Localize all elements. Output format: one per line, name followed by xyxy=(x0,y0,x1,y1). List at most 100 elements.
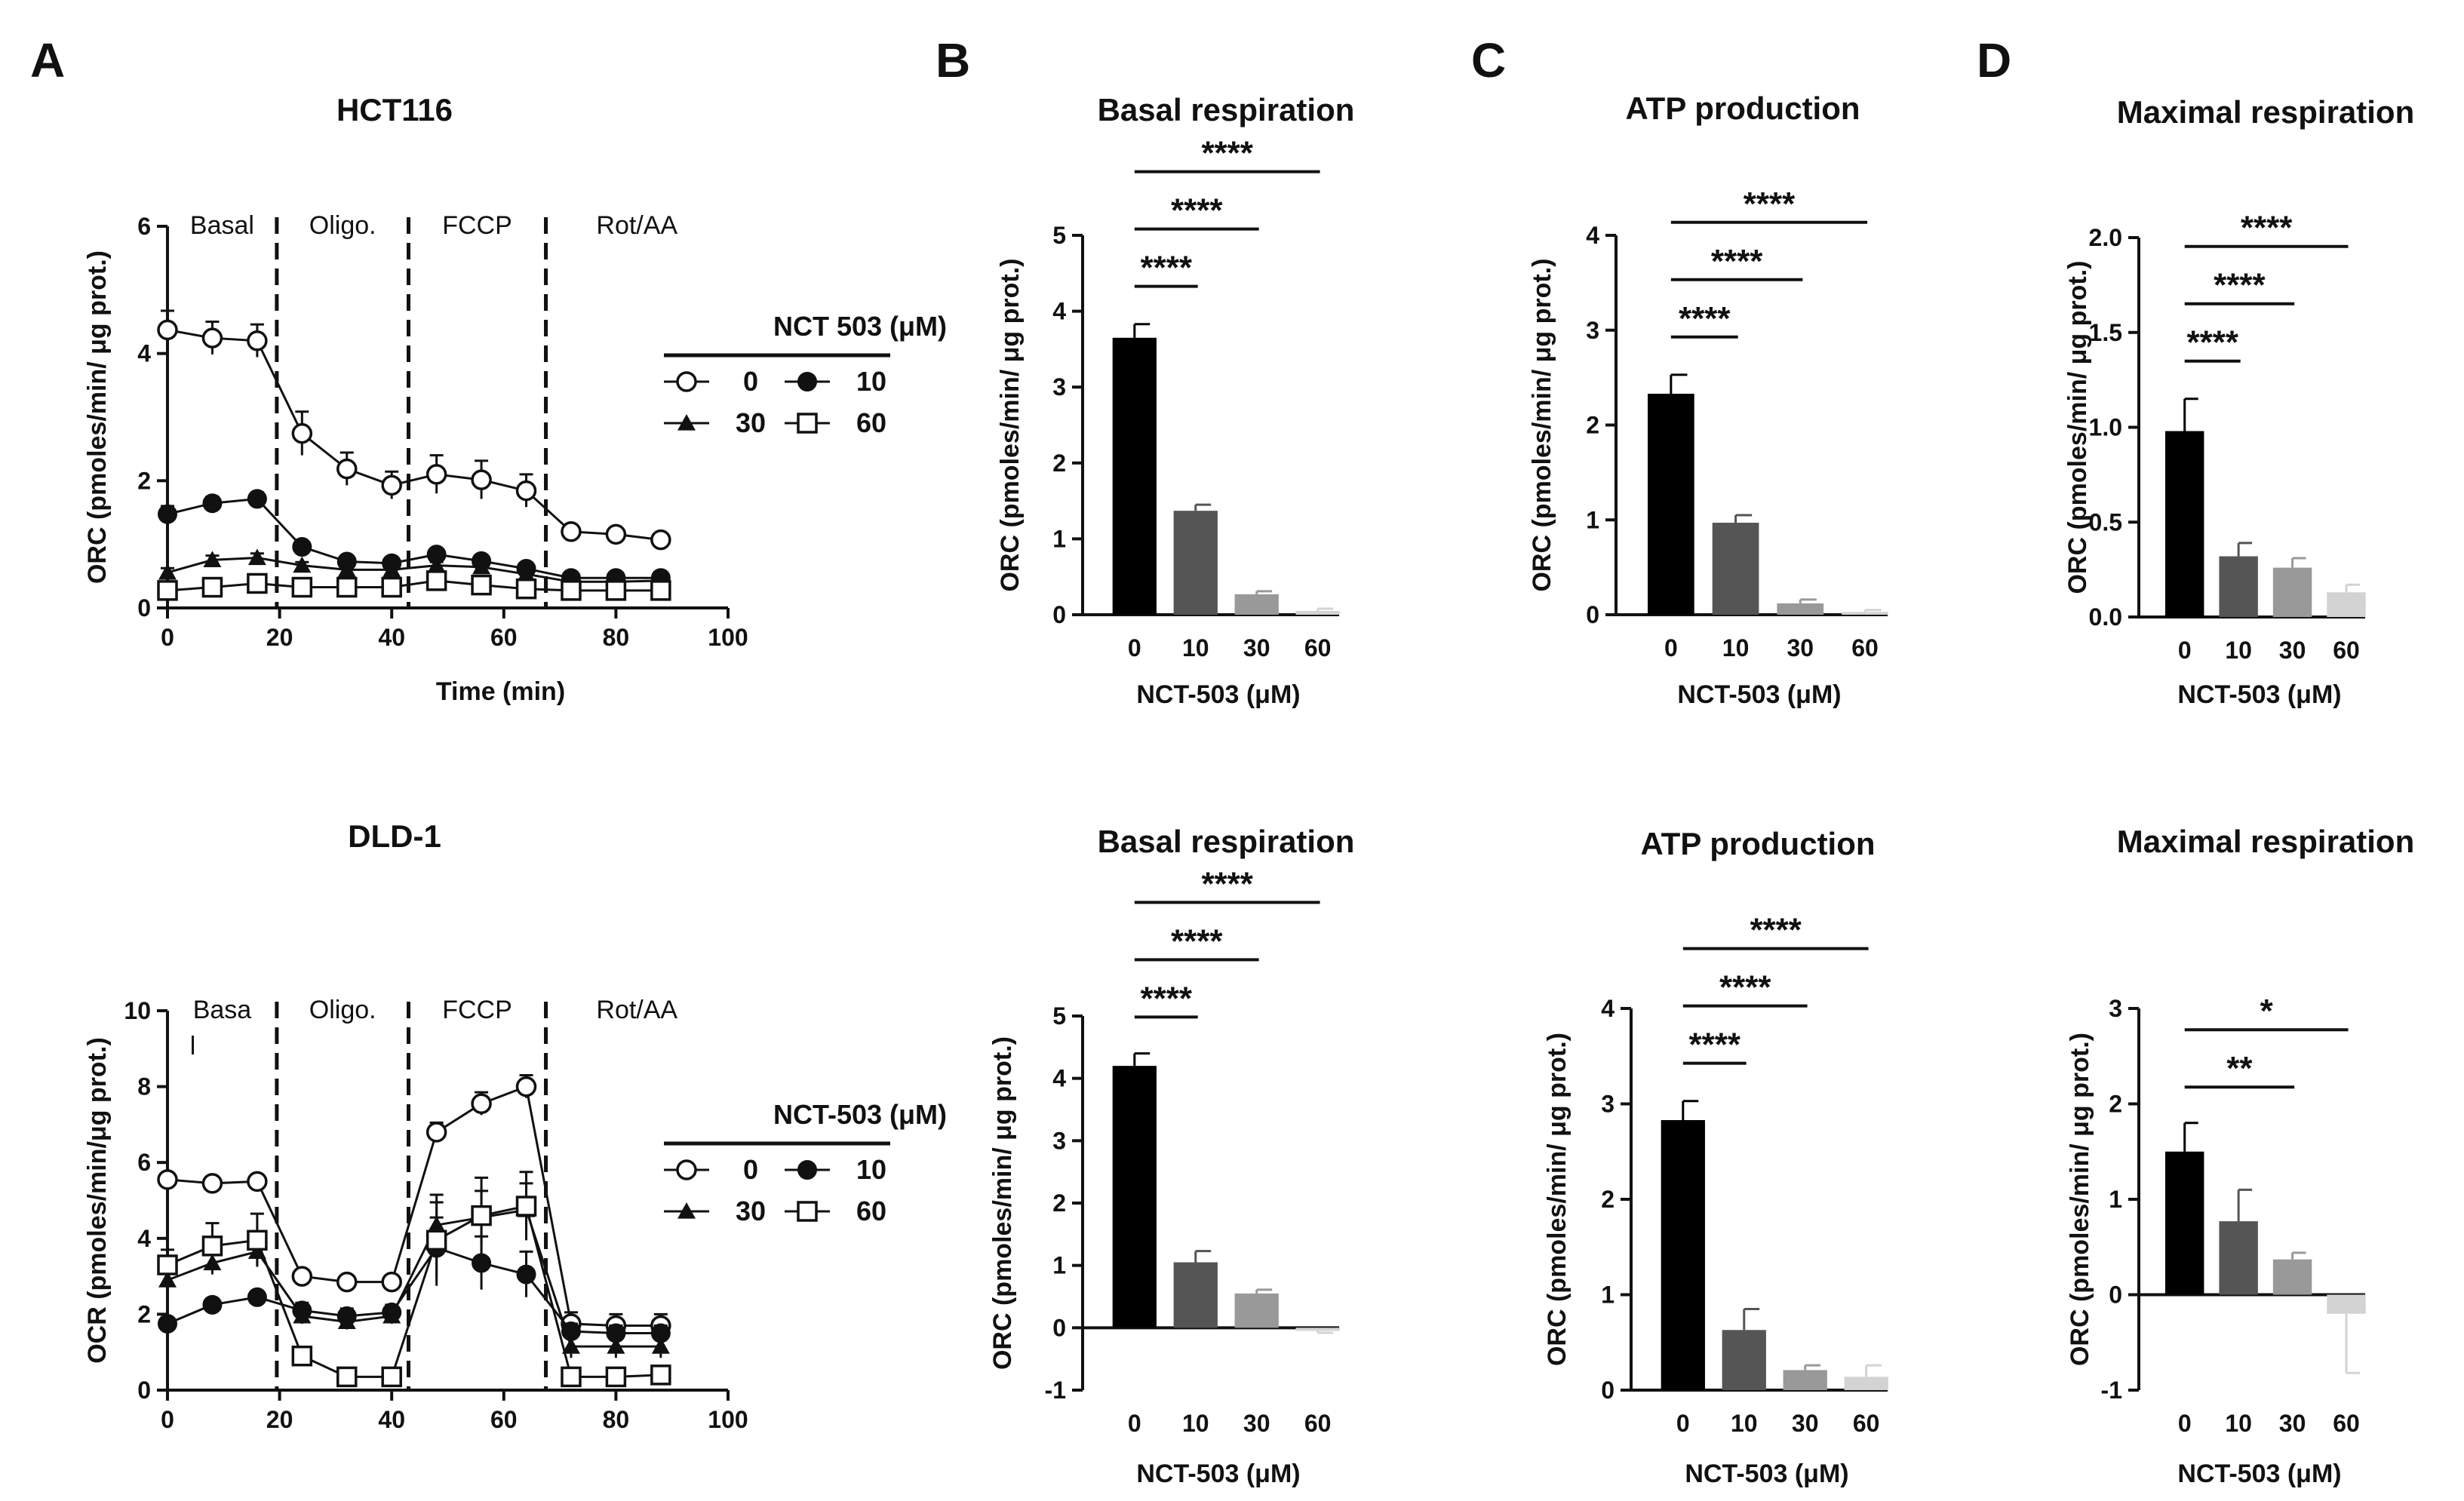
x-tick-label: 0 xyxy=(1676,1410,1690,1437)
legend-title: NCT 503 (μM) xyxy=(773,311,947,342)
line-chart-a2: DLD-1 0 2 4 6 8 10 OCR (pmoles/min/μg prot.) 0 20… xyxy=(83,818,947,1433)
legend-label: 30 xyxy=(736,1196,766,1226)
bar-chart-c2: ATP production 0 1 2 3 4 ORC (pmoles/min/ μg p… xyxy=(1543,826,1888,1488)
series-line xyxy=(167,1085,661,1327)
legend-label: 0 xyxy=(743,366,758,397)
y-axis-label: ORC (pmoles/min/ μg prot.) xyxy=(1543,1033,1571,1366)
bar xyxy=(2219,1221,2258,1295)
y-tick-label: 1 xyxy=(1586,506,1599,533)
marker-square-open xyxy=(650,1364,671,1386)
x-tick-label: 60 xyxy=(490,624,518,651)
marker-triangle-filled xyxy=(337,1312,356,1330)
marker-circle-open xyxy=(291,1266,313,1287)
marker-square-open xyxy=(471,574,492,596)
y-tick-label: 6 xyxy=(137,1149,151,1176)
bar xyxy=(1234,1293,1279,1328)
marker-circle-filled xyxy=(158,1313,177,1334)
significance-label: **** xyxy=(1201,865,1253,902)
significance-label: **** xyxy=(1140,980,1192,1017)
y-tick-label: 4 xyxy=(137,1225,151,1252)
y-tick-label: 0 xyxy=(1052,601,1066,628)
x-tick-label: 40 xyxy=(378,1406,405,1433)
marker-triangle-filled xyxy=(337,560,356,577)
marker-triangle-filled xyxy=(383,1306,401,1324)
y-tick-label: 0 xyxy=(137,594,151,622)
y-tick-label: 8 xyxy=(137,1073,151,1100)
marker-square-open xyxy=(471,1205,492,1226)
y-tick-label: 2 xyxy=(137,467,151,494)
chart-title: ATP production xyxy=(1640,826,1875,861)
y-tick-label: 2 xyxy=(137,1300,151,1328)
significance-label: **** xyxy=(1711,243,1763,280)
significance-label: **** xyxy=(2214,267,2266,304)
x-axis-label: Time (min) xyxy=(436,677,565,706)
marker-circle-open xyxy=(650,529,671,551)
marker-square-open xyxy=(201,576,223,598)
y-tick-label: -1 xyxy=(1045,1377,1066,1404)
significance-label: **** xyxy=(1171,192,1223,229)
x-tick-label: 10 xyxy=(1731,1410,1758,1437)
bar xyxy=(2165,1151,2204,1295)
y-tick-label: 5 xyxy=(1052,222,1066,249)
marker-square-open xyxy=(291,576,313,598)
significance-label: **** xyxy=(1140,250,1192,287)
chart-title: HCT116 xyxy=(336,92,453,127)
series-line xyxy=(167,1208,661,1348)
panel-letter-c: C xyxy=(1471,33,1506,87)
bar xyxy=(1295,610,1340,615)
y-tick-label: 3 xyxy=(1601,1091,1615,1118)
chart-title: Basal respiration xyxy=(1098,92,1355,127)
x-tick-label: 0 xyxy=(161,624,174,651)
marker-triangle-filled xyxy=(677,1202,696,1219)
y-tick-label: 10 xyxy=(124,997,151,1024)
marker-circle-filled xyxy=(472,1253,492,1273)
y-tick-label: 1 xyxy=(1052,525,1066,552)
y-tick-label: 0 xyxy=(1586,601,1599,628)
legend-title: NCT-503 (μM) xyxy=(773,1099,947,1130)
x-tick-label: 0 xyxy=(1664,634,1678,661)
x-tick-label: 20 xyxy=(266,624,293,651)
y-tick-label: -1 xyxy=(2101,1377,2122,1404)
marker-circle-filled xyxy=(202,493,223,514)
y-tick-label: 4 xyxy=(1601,995,1615,1022)
marker-circle-open xyxy=(605,523,627,545)
marker-triangle-filled xyxy=(561,1337,580,1354)
y-tick-label: 1.0 xyxy=(2089,414,2122,441)
y-tick-label: 6 xyxy=(137,213,151,240)
y-axis-label: ORC (pmoles/min/ μg prot.) xyxy=(2066,1033,2094,1366)
y-tick-label: 2 xyxy=(1052,450,1066,477)
marker-circle-open xyxy=(201,1173,223,1194)
y-tick-label: 3 xyxy=(1052,373,1066,401)
marker-triangle-filled xyxy=(427,556,446,573)
significance-label: **** xyxy=(1201,135,1253,172)
x-tick-label: 60 xyxy=(2333,637,2360,664)
bar xyxy=(2327,592,2366,617)
marker-triangle-filled xyxy=(472,557,491,575)
x-tick-label: 0 xyxy=(2178,1410,2192,1437)
x-tick-label: 10 xyxy=(1182,634,1209,661)
significance-label: **** xyxy=(1171,922,1223,959)
x-axis-label: NCT-503 (μM) xyxy=(2177,1460,2341,1488)
phase-label: Oligo. xyxy=(309,996,376,1024)
bar xyxy=(2219,556,2258,617)
bar xyxy=(1648,394,1694,615)
y-axis-label: ORC (pmoles/min/ μg prot.) xyxy=(996,258,1025,591)
marker-circle-open xyxy=(515,480,537,502)
y-tick-label: 2 xyxy=(2109,1091,2122,1118)
x-tick-label: 30 xyxy=(1787,634,1814,661)
phase-label: FCCP xyxy=(442,996,512,1024)
chart-title: DLD-1 xyxy=(348,818,441,854)
phase-label: Basal xyxy=(190,211,254,240)
marker-circle-filled xyxy=(247,1287,267,1307)
x-tick-label: 30 xyxy=(2279,1410,2306,1437)
marker-circle-open xyxy=(426,1122,447,1143)
marker-square-open xyxy=(515,578,537,600)
marker-circle-filled xyxy=(202,1294,223,1315)
x-tick-label: 10 xyxy=(2225,637,2252,664)
x-axis-label: NCT-503 (μM) xyxy=(2177,680,2341,709)
marker-triangle-filled xyxy=(651,1337,670,1354)
marker-circle-open xyxy=(157,319,178,341)
significance-label: ** xyxy=(2226,1050,2253,1087)
bar-chart-d2: Maximal respiration -1 0 1 2 3 ORC (pmoles/min… xyxy=(2066,824,2414,1488)
